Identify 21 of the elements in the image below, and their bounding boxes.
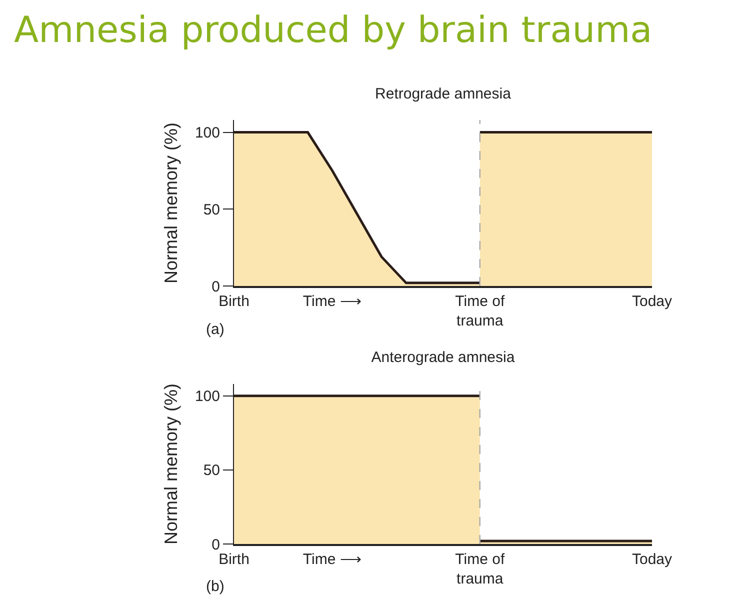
- x-tick-label: Today: [632, 292, 673, 310]
- chart-title: Anterograde amnesia: [371, 349, 516, 366]
- y-tick-label: 50: [203, 201, 220, 218]
- x-tick-label: Time of trauma: [455, 550, 506, 588]
- text: (a): [206, 321, 224, 338]
- y-tick-label: 50: [203, 462, 220, 480]
- y-tick-label: 0: [212, 278, 220, 296]
- y-axis-title: Normal memory (%): [161, 383, 182, 545]
- chart-subtitle: Retrograde amnesia: [375, 85, 512, 102]
- y-axis-title: Normal memory (%): [161, 122, 182, 284]
- x-tick-label: Time ⟶: [302, 550, 362, 568]
- x-tick-label: Birth: [218, 550, 250, 568]
- chart-title: Amnesia produced by brain trauma: [14, 10, 652, 51]
- x-tick-label: Time ⟶: [302, 292, 362, 310]
- x-tick-label: Today: [632, 550, 673, 568]
- text: (b): [206, 578, 224, 595]
- x-tick-label: Time of trauma: [455, 292, 506, 330]
- y-tick-label: 0: [212, 536, 220, 554]
- y-tick-label: 100: [194, 388, 220, 406]
- x-tick-label: Birth: [218, 292, 250, 310]
- y-tick-label: 100: [194, 124, 220, 142]
